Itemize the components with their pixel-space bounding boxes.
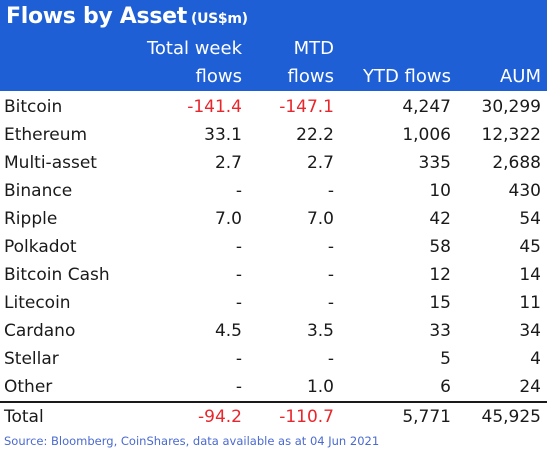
table-row: Other - 1.0 6 24 <box>0 373 547 401</box>
table-row: Stellar - - 5 4 <box>0 345 547 373</box>
ytd-flows: 42 <box>429 209 451 229</box>
mtd-flows: - <box>327 181 334 201</box>
asset-name: Other <box>4 377 53 397</box>
header-total-week-line1: Total week <box>146 38 242 59</box>
header-mtd-line1: MTD <box>293 38 334 59</box>
title-unit: (US$m) <box>190 11 248 27</box>
total-week-flows: 33.1 <box>204 125 242 145</box>
total-week-flows: -141.4 <box>187 97 242 117</box>
aum-value: 430 <box>508 181 541 201</box>
title-text: Flows by Asset <box>6 4 187 29</box>
total-week-flows: 7.0 <box>214 209 242 229</box>
asset-name: Ethereum <box>4 125 88 145</box>
aum-value: 2,688 <box>492 153 541 173</box>
total-week-flows: 4.5 <box>214 321 242 341</box>
asset-name: Bitcoin <box>4 97 63 117</box>
table-title: Flows by Asset (US$m) <box>6 4 248 29</box>
ytd-flows: 5 <box>440 349 451 369</box>
aum-value: 30,299 <box>481 97 541 117</box>
mtd-flows: - <box>327 293 334 313</box>
ytd-flows: 6 <box>440 377 451 397</box>
mtd-flows: 22.2 <box>296 125 334 145</box>
total-label: Total <box>4 407 44 427</box>
total-week-flows: - <box>235 377 242 397</box>
ytd-flows: 58 <box>429 237 451 257</box>
table-row: Polkadot - - 58 45 <box>0 233 547 261</box>
mtd-flows: 7.0 <box>306 209 334 229</box>
aum-value: 34 <box>519 321 541 341</box>
asset-name: Ripple <box>4 209 58 229</box>
aum-value: 14 <box>519 265 541 285</box>
ytd-flows: 33 <box>429 321 451 341</box>
table-body: Bitcoin -141.4 -147.1 4,247 30,299 Ethereum 33… <box>0 93 547 401</box>
ytd-flows: 4,247 <box>402 97 451 117</box>
asset-name: Cardano <box>4 321 76 341</box>
table-row: Bitcoin Cash - - 12 14 <box>0 261 547 289</box>
total-row: Total -94.2 -110.7 5,771 45,925 <box>0 403 547 431</box>
table-row: Ethereum 33.1 22.2 1,006 12,322 <box>0 121 547 149</box>
total-ytd-flows: 5,771 <box>402 407 451 427</box>
header-aum: AUM <box>499 66 541 87</box>
mtd-flows: 3.5 <box>306 321 334 341</box>
table-header: Flows by Asset (US$m) Total week flows MT… <box>0 0 547 91</box>
ytd-flows: 10 <box>429 181 451 201</box>
aum-value: 54 <box>519 209 541 229</box>
aum-value: 45 <box>519 237 541 257</box>
table-row: Multi-asset 2.7 2.7 335 2,688 <box>0 149 547 177</box>
table-row: Binance - - 10 430 <box>0 177 547 205</box>
source-note: Source: Bloomberg, CoinShares, data avai… <box>4 434 380 448</box>
ytd-flows: 335 <box>418 153 451 173</box>
mtd-flows: - <box>327 349 334 369</box>
asset-name: Litecoin <box>4 293 71 313</box>
total-mtd-flows: -110.7 <box>279 407 334 427</box>
ytd-flows: 15 <box>429 293 451 313</box>
total-divider <box>0 401 547 403</box>
table-row: Cardano 4.5 3.5 33 34 <box>0 317 547 345</box>
total-week-flows: - <box>235 237 242 257</box>
total-week-flows: - <box>235 181 242 201</box>
aum-value: 4 <box>530 349 541 369</box>
header-ytd-flows: YTD flows <box>362 66 451 87</box>
mtd-flows: -147.1 <box>279 97 334 117</box>
ytd-flows: 1,006 <box>402 125 451 145</box>
mtd-flows: 2.7 <box>306 153 334 173</box>
header-total-week-line2: flows <box>195 66 242 87</box>
total-week-flows: -94.2 <box>198 407 242 427</box>
table-row: Ripple 7.0 7.0 42 54 <box>0 205 547 233</box>
aum-value: 11 <box>519 293 541 313</box>
header-mtd-line2: flows <box>287 66 334 87</box>
asset-name: Binance <box>4 181 73 201</box>
mtd-flows: 1.0 <box>306 377 334 397</box>
table-row: Litecoin - - 15 11 <box>0 289 547 317</box>
aum-value: 24 <box>519 377 541 397</box>
mtd-flows: - <box>327 265 334 285</box>
total-week-flows: - <box>235 265 242 285</box>
mtd-flows: - <box>327 237 334 257</box>
asset-name: Stellar <box>4 349 59 369</box>
asset-name: Polkadot <box>4 237 77 257</box>
total-week-flows: 2.7 <box>214 153 242 173</box>
asset-name: Bitcoin Cash <box>4 265 110 285</box>
total-week-flows: - <box>235 349 242 369</box>
total-aum: 45,925 <box>481 407 541 427</box>
table-row: Bitcoin -141.4 -147.1 4,247 30,299 <box>0 93 547 121</box>
ytd-flows: 12 <box>429 265 451 285</box>
asset-name: Multi-asset <box>4 153 97 173</box>
total-week-flows: - <box>235 293 242 313</box>
aum-value: 12,322 <box>481 125 541 145</box>
